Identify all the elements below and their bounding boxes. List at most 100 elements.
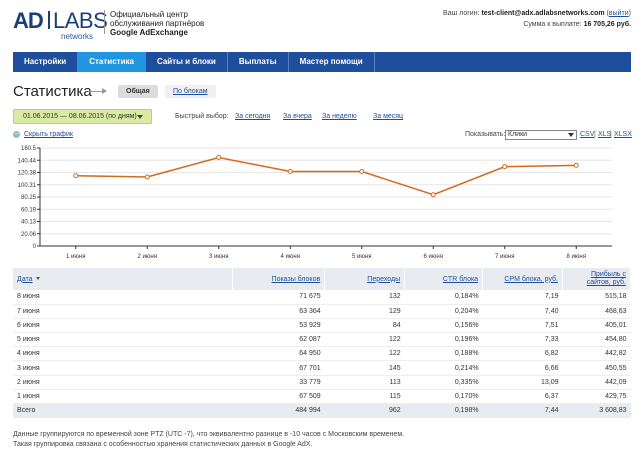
arrow-icon bbox=[88, 88, 107, 94]
col-clicks[interactable]: Переходы bbox=[324, 268, 406, 290]
table-cell: 113 bbox=[324, 375, 405, 390]
export-xls[interactable]: XLS bbox=[598, 131, 612, 138]
table-row: 2 июня 33 779 113 0,335% 13,09 442,09 bbox=[13, 375, 631, 390]
export-xlsx[interactable]: XLSX bbox=[614, 131, 632, 138]
metric-select-value: Клики bbox=[508, 131, 528, 138]
x-tick-label: 1 июня bbox=[66, 254, 85, 260]
table-cell: 1 июня bbox=[13, 389, 233, 405]
table-cell: 0,184% bbox=[404, 290, 483, 305]
col-ctr[interactable]: CTR блока bbox=[404, 268, 484, 290]
account-info: Ваш логин: test-client@adx.adlabsnetwork… bbox=[443, 10, 631, 28]
chevron-down-icon bbox=[568, 133, 574, 137]
table-cell: 6,66 bbox=[482, 360, 563, 376]
logo-networks-text: networks bbox=[61, 32, 94, 41]
data-point[interactable] bbox=[502, 164, 508, 170]
hide-chart-toggle[interactable]: – Скрыть график bbox=[13, 131, 73, 138]
logout-link[interactable]: выйти bbox=[608, 10, 629, 17]
series-line bbox=[75, 156, 577, 196]
table-cell: 67 701 bbox=[232, 360, 325, 376]
table-cell: 129 bbox=[324, 304, 405, 319]
table-cell: 115 bbox=[324, 389, 405, 405]
quick-month[interactable]: За месяц bbox=[373, 113, 404, 120]
partner-line-2: обслуживания партнёров bbox=[110, 19, 205, 28]
table-cell: 145 bbox=[324, 360, 405, 376]
x-tick-label: 8 июня bbox=[567, 254, 586, 260]
data-point[interactable] bbox=[430, 192, 436, 198]
table-cell: 0,335% bbox=[404, 375, 483, 390]
export-csv[interactable]: CSV bbox=[580, 131, 595, 138]
table-cell: 4 июня bbox=[13, 346, 233, 362]
table-cell: 484 994 bbox=[232, 403, 325, 419]
logo-ad-text: AD bbox=[13, 8, 44, 33]
page-title: Статистика bbox=[13, 83, 92, 100]
data-point[interactable] bbox=[73, 173, 79, 179]
x-tick-label: 3 июня bbox=[209, 254, 228, 260]
table-cell: 7,44 bbox=[482, 403, 563, 419]
adlabs-logo[interactable]: AD LABS networks bbox=[13, 8, 108, 41]
table-total-row: Всего 484 994 962 0,198% 7,44 3 608,83 bbox=[13, 403, 631, 419]
y-tick-label: 0 bbox=[33, 244, 37, 250]
data-point[interactable] bbox=[216, 154, 222, 160]
tab-general[interactable]: Общая bbox=[118, 85, 158, 98]
metric-select[interactable]: Клики bbox=[505, 130, 577, 140]
nav-help-wizard[interactable]: Мастер помощи bbox=[289, 52, 375, 72]
table-cell: 468,63 bbox=[562, 304, 631, 319]
tab-by-blocks[interactable]: По блокам bbox=[165, 85, 216, 98]
col-date[interactable]: Дата bbox=[13, 268, 234, 290]
table-cell: 62 087 bbox=[232, 332, 325, 348]
col-ctr-label: CTR блока bbox=[442, 275, 479, 283]
table-cell: 63 364 bbox=[232, 304, 325, 319]
col-date-label: Дата bbox=[17, 275, 33, 283]
data-point[interactable] bbox=[573, 162, 579, 168]
table-cell: 0,204% bbox=[404, 304, 483, 319]
y-tick-label: 40.13 bbox=[21, 220, 37, 226]
nav-sites-blocks[interactable]: Сайты и блоки bbox=[146, 52, 228, 72]
table-cell: 6 июня bbox=[13, 318, 233, 334]
table-row: 3 июня 67 701 145 0,214% 6,66 450,55 bbox=[13, 360, 631, 376]
quick-today[interactable]: За сегодня bbox=[235, 113, 271, 120]
quick-yesterday[interactable]: За вчера bbox=[283, 113, 312, 120]
col-profit[interactable]: Прибыль с сайтов, руб. bbox=[562, 268, 631, 290]
table-cell: 7,51 bbox=[482, 318, 563, 334]
partner-line-3: Google AdExchange bbox=[110, 28, 188, 37]
x-tick-label: 6 июня bbox=[424, 254, 443, 260]
col-profit-label: Прибыль с сайтов, руб. bbox=[586, 271, 626, 286]
table-cell: 429,75 bbox=[562, 389, 631, 405]
data-point[interactable] bbox=[359, 169, 365, 175]
y-tick-label: 60.19 bbox=[21, 207, 37, 213]
nav-settings[interactable]: Настройки bbox=[13, 52, 79, 72]
table-cell: 450,55 bbox=[562, 360, 631, 376]
col-cpm-label: CPM блока, руб. bbox=[504, 275, 559, 283]
clicks-line-chart: 0 20.06 40.13 60.19 80.25 100.31 120.38 140.44 1… bbox=[18, 146, 612, 260]
table-cell: 7,33 bbox=[482, 332, 563, 348]
storage-note: Такая группировка связана с особенностью… bbox=[13, 441, 313, 448]
date-range-picker[interactable]: 01.06.2015 — 08.06.2015 (по дням) bbox=[13, 109, 152, 124]
table-cell: 3 608,83 bbox=[562, 403, 631, 419]
table-cell: 0,214% bbox=[404, 360, 483, 376]
table-cell: 84 bbox=[324, 318, 405, 334]
export-separator: | bbox=[610, 131, 612, 138]
col-cpm[interactable]: CPM блока, руб. bbox=[482, 268, 564, 290]
table-cell: 0,170% bbox=[404, 389, 483, 405]
table-row: 1 июня 67 509 115 0,170% 6,37 429,75 bbox=[13, 389, 631, 405]
table-header-row: Дата Показы блоков Переходы CTR блока CP… bbox=[13, 268, 631, 290]
quick-week[interactable]: За неделю bbox=[322, 113, 357, 120]
hide-chart-link[interactable]: Скрыть график bbox=[24, 131, 73, 138]
col-impressions[interactable]: Показы блоков bbox=[232, 268, 326, 290]
main-nav: Настройки Статистика Сайты и блоки Выпла… bbox=[13, 52, 631, 72]
data-point[interactable] bbox=[144, 174, 150, 180]
nav-payouts[interactable]: Выплаты bbox=[228, 52, 289, 72]
login-value: test-client@adx.adlabsnetworks.com bbox=[481, 10, 605, 17]
table-row: 4 июня 64 950 122 0,188% 6,82 442,82 bbox=[13, 346, 631, 362]
partner-line-1: Официальный центр bbox=[110, 10, 188, 19]
chevron-down-icon bbox=[137, 115, 143, 119]
nav-statistics[interactable]: Статистика bbox=[78, 52, 146, 72]
x-tick-label: 5 июня bbox=[352, 254, 371, 260]
x-tick-label: 2 июня bbox=[138, 254, 157, 260]
data-point[interactable] bbox=[287, 169, 293, 175]
table-cell: 53 929 bbox=[232, 318, 325, 334]
timezone-note: Данные группируются по временной зоне PT… bbox=[13, 431, 405, 438]
table-cell: 962 bbox=[324, 403, 405, 419]
table-cell: 515,18 bbox=[562, 290, 631, 305]
table-cell: 0,188% bbox=[404, 346, 483, 362]
